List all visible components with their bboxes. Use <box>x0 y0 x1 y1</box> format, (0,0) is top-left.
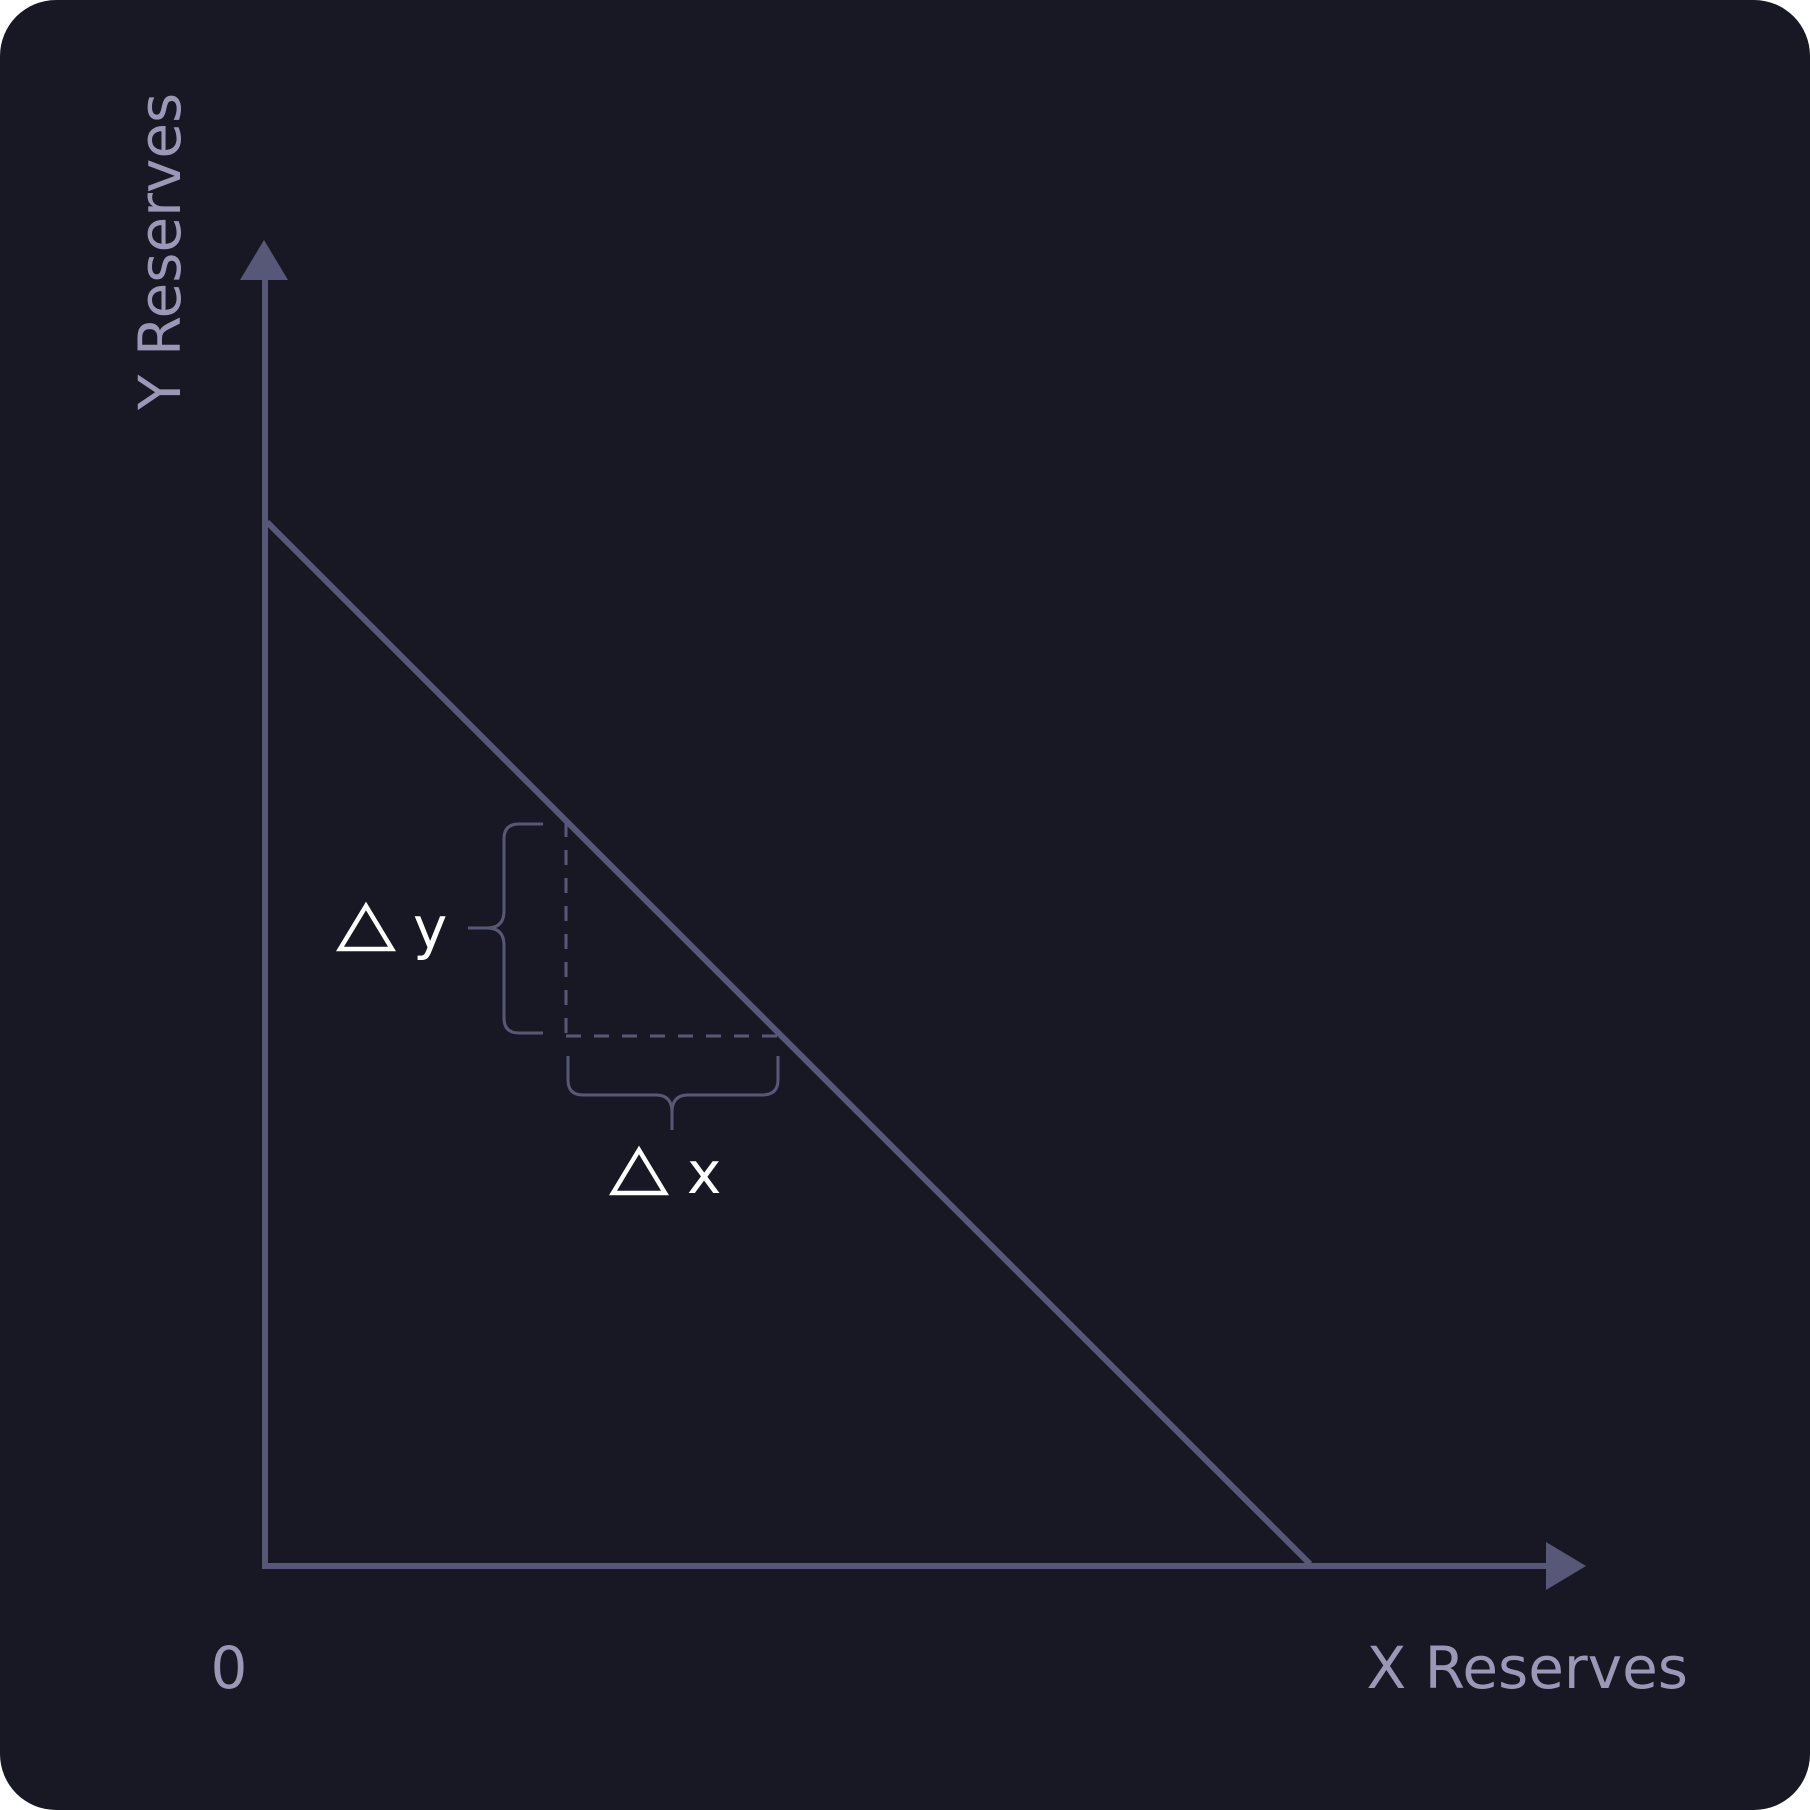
delta-x-triangle-icon <box>609 1145 669 1196</box>
origin-label: 0 <box>211 1634 248 1702</box>
y-axis-label: Y Reserves <box>126 93 194 411</box>
delta-y-brace <box>468 822 543 1035</box>
x-axis-label: X Reserves <box>1366 1634 1688 1702</box>
y-axis-arrow <box>240 240 288 280</box>
delta-y-triangle-icon <box>336 901 396 952</box>
delta-x-brace <box>566 1056 780 1130</box>
delta-x-label: x <box>687 1139 721 1207</box>
price-curve-line <box>264 519 1313 1567</box>
x-axis-arrow <box>1546 1542 1586 1590</box>
delta-y-label: y <box>413 894 447 962</box>
